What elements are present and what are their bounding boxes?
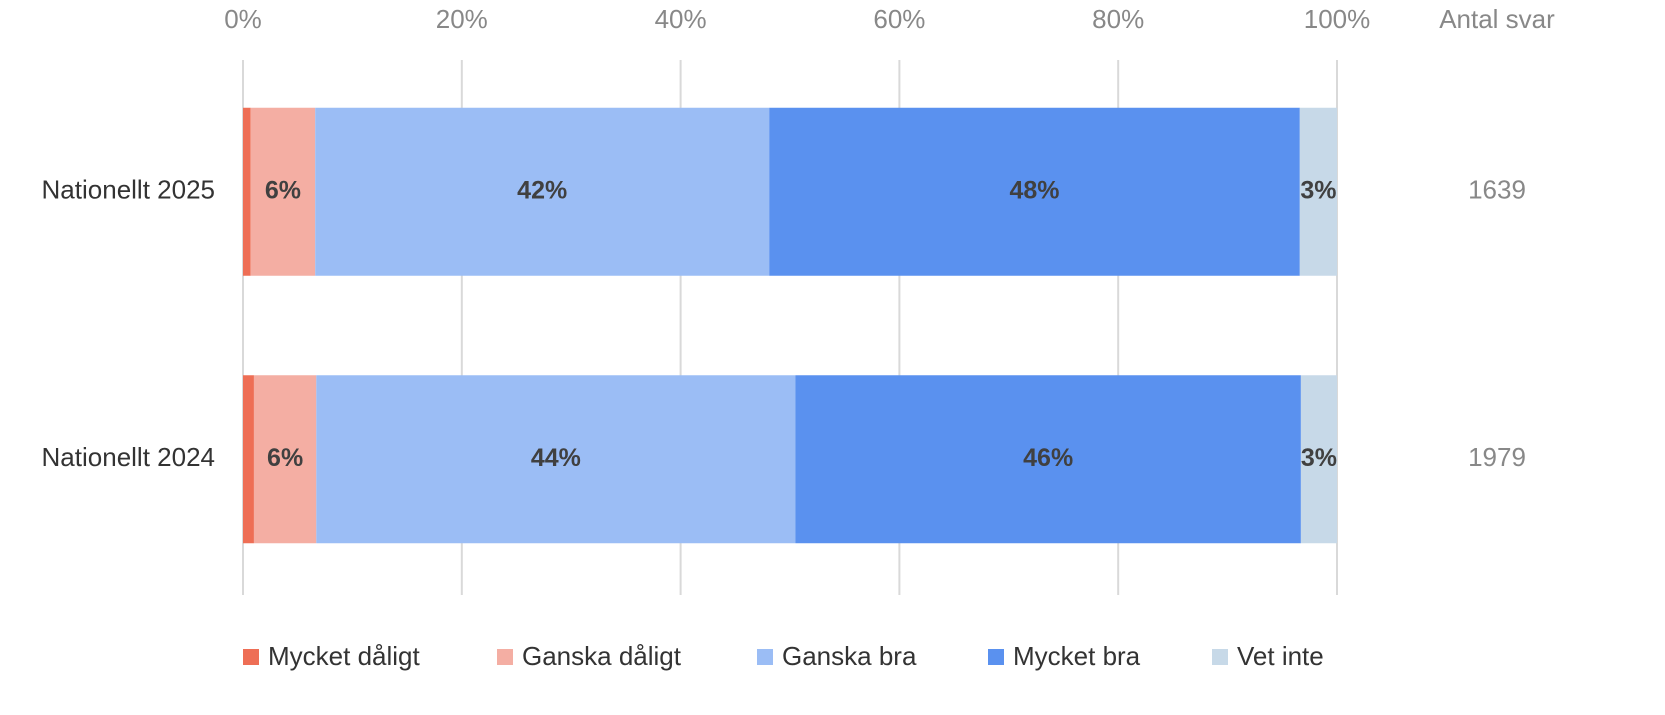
x-tick-label: 20% — [436, 4, 488, 34]
category-label: Nationellt 2025 — [42, 175, 215, 205]
x-tick-label: 100% — [1304, 4, 1371, 34]
bar-segment — [243, 375, 254, 544]
legend-label: Mycket bra — [1013, 641, 1141, 671]
data-label: 3% — [1301, 444, 1337, 472]
legend-label: Ganska bra — [782, 641, 917, 671]
legend-swatch — [757, 649, 773, 665]
data-label: 42% — [517, 176, 567, 204]
data-label: 46% — [1023, 444, 1073, 472]
legend-swatch — [988, 649, 1004, 665]
x-tick-label: 0% — [224, 4, 262, 34]
legend-swatch — [1212, 649, 1228, 665]
x-tick-label: 60% — [873, 4, 925, 34]
data-label: 6% — [265, 176, 301, 204]
data-label: 6% — [267, 444, 303, 472]
bar-segment — [1300, 375, 1337, 544]
legend-label: Mycket dåligt — [268, 641, 420, 671]
counts-header: Antal svar — [1439, 4, 1555, 34]
bar-segment — [250, 107, 316, 276]
legend-label: Vet inte — [1237, 641, 1324, 671]
bar-segment — [243, 107, 251, 276]
x-tick-label: 40% — [655, 4, 707, 34]
bar-segment — [315, 107, 770, 276]
data-label: 44% — [531, 444, 581, 472]
bar-segment — [769, 107, 1300, 276]
count-label: 1639 — [1468, 175, 1526, 205]
legend-label: Ganska dåligt — [522, 641, 682, 671]
legend-swatch — [243, 649, 259, 665]
x-tick-label: 80% — [1092, 4, 1144, 34]
category-label: Nationellt 2024 — [42, 442, 215, 472]
data-label: 48% — [1009, 176, 1059, 204]
count-label: 1979 — [1468, 442, 1526, 472]
legend-swatch — [497, 649, 513, 665]
bar-segment — [253, 375, 317, 544]
bar-segment — [316, 375, 796, 544]
bar-segment — [795, 375, 1301, 544]
bar-segment — [1299, 107, 1337, 276]
data-label: 3% — [1300, 176, 1336, 204]
